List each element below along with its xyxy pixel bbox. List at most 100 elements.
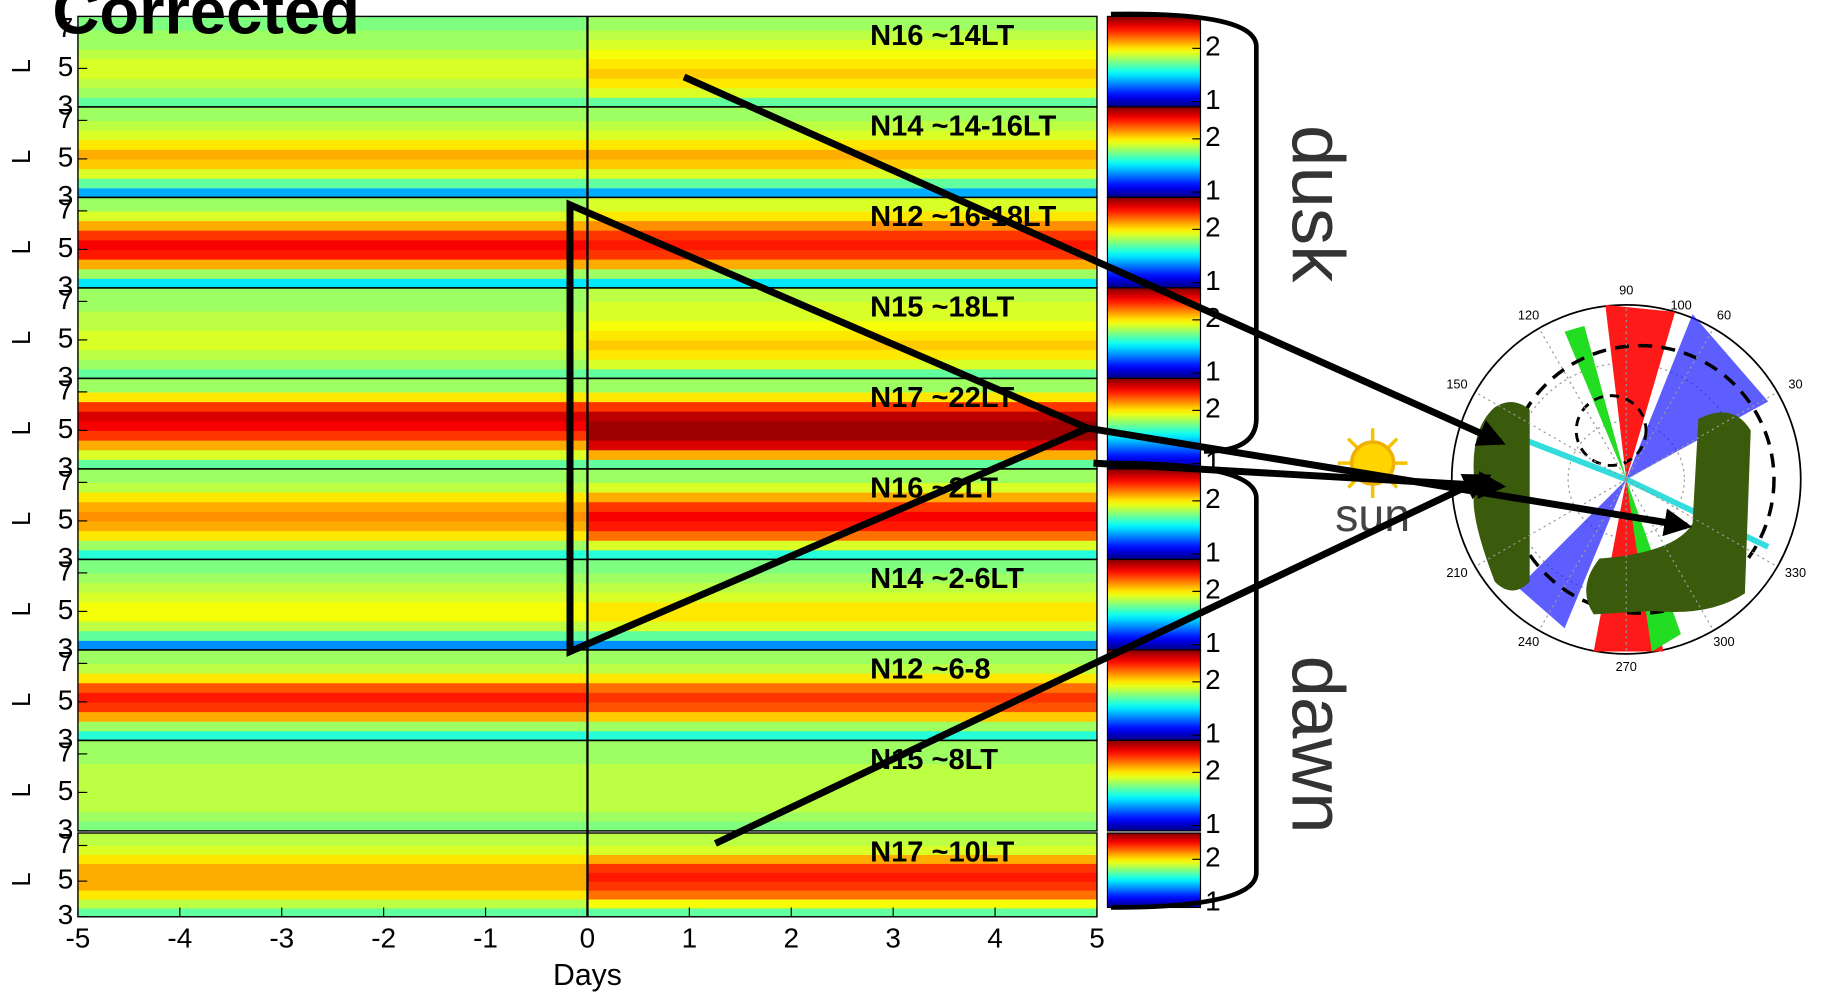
heat-cell [77, 802, 588, 813]
heat-cell [77, 773, 588, 784]
heat-cell [77, 559, 588, 574]
heat-cell [77, 106, 588, 121]
y-tick-label: 7 [58, 103, 74, 134]
heat-cell [587, 881, 1097, 891]
heat-cell [77, 68, 588, 79]
colorbar [1106, 468, 1202, 561]
heat-cell [77, 540, 588, 551]
heat-cell [77, 907, 588, 918]
heat-cell [77, 863, 588, 873]
heat-cell [77, 701, 588, 713]
heat-cell [587, 520, 1097, 532]
heat-cell [587, 833, 1097, 847]
heat-cell [587, 592, 1097, 603]
y-tick-label: 5 [58, 594, 74, 625]
heat-cell [587, 792, 1097, 803]
heat-cell [587, 721, 1097, 732]
polar-plot: 30 60 90 120 150 210 240 270 300 330 100 [1446, 282, 1806, 674]
polar-angle-label: 210 [1446, 565, 1467, 580]
heat-cell [587, 87, 1097, 98]
colorbar-tick-label: 2 [1205, 212, 1221, 243]
heat-cell [77, 16, 588, 31]
polar-spoke [1625, 391, 1778, 480]
y-tick-label: 5 [58, 51, 74, 82]
heat-cell [587, 368, 1097, 379]
polar-spoke [1474, 478, 1627, 568]
colorbar-tick-label: 1 [1205, 84, 1221, 115]
heat-cell [587, 330, 1097, 341]
heat-cell [77, 178, 588, 189]
heat-cell [77, 881, 588, 891]
heat-cell [587, 249, 1097, 260]
y-tick-label: 3 [58, 723, 74, 754]
colorbar-tick-label: 2 [1205, 121, 1221, 152]
heat-cell [77, 311, 588, 322]
colorbar [1106, 15, 1202, 108]
y-tick-label: 5 [58, 322, 74, 353]
heat-cell [587, 701, 1097, 713]
heat-cell [77, 49, 588, 60]
heat-cell [587, 753, 1097, 765]
x-tick-label: 1 [682, 922, 698, 953]
dusk-label: dusk [1276, 125, 1359, 283]
heat-cell [587, 821, 1097, 832]
heat-cell [587, 501, 1097, 512]
polar-angle-label: 120 [1518, 308, 1539, 323]
x-axis-label: Days [553, 959, 622, 992]
y-axis-label: L [8, 240, 36, 254]
heat-cell [587, 130, 1097, 141]
panel-label: N12 ~6-8 [870, 654, 990, 686]
heat-cell [587, 459, 1097, 470]
colorbar-tick-label: 2 [1205, 483, 1221, 514]
dawn-label: dawn [1276, 656, 1359, 834]
heat-cell [77, 139, 588, 150]
heat-cell [77, 890, 588, 900]
heat-cell [587, 349, 1097, 360]
heat-cell [587, 268, 1097, 279]
heatmaps [77, 16, 1097, 918]
heat-cell [77, 430, 588, 441]
polar-r-label: 100 [1670, 297, 1691, 312]
y-axis-label: L [8, 421, 36, 435]
heat-cell [77, 378, 588, 393]
heat-cell [77, 391, 588, 403]
y-tick-label: 3 [58, 270, 74, 301]
heat-cell [587, 411, 1097, 422]
y-tick-label: 5 [58, 141, 74, 172]
heat-cell [587, 730, 1097, 742]
heat-cell [587, 78, 1097, 89]
x-tick-label: 4 [987, 922, 1003, 953]
heat-cell [587, 773, 1097, 784]
heat-cell [77, 330, 588, 341]
x-tick-label: 2 [783, 922, 799, 953]
y-tick-label: 7 [58, 374, 74, 405]
heat-cell [587, 378, 1097, 393]
heat-cell [587, 854, 1097, 864]
heat-cell [77, 349, 588, 360]
heat-cell [587, 492, 1097, 503]
heat-cell [77, 611, 588, 622]
heat-cell [587, 430, 1097, 441]
heat-cell [77, 601, 588, 612]
heat-cell [77, 339, 588, 351]
polar-spoke [1538, 327, 1627, 480]
x-tick-label: -2 [371, 922, 396, 953]
y-axis-label: L [8, 602, 36, 616]
heat-cell [587, 278, 1097, 289]
heat-cell [77, 792, 588, 803]
heat-cell [587, 68, 1097, 79]
heat-cell [77, 239, 588, 250]
heat-cell [77, 268, 588, 279]
heat-cell [587, 863, 1097, 873]
heat-cell [587, 611, 1097, 622]
y-tick-label: 7 [58, 828, 74, 859]
heat-cell [77, 459, 588, 470]
colorbar-tick-label: 1 [1205, 536, 1221, 567]
heat-cell [587, 468, 1097, 483]
heat-cell [587, 168, 1097, 179]
heat-cell [77, 39, 588, 50]
heat-cell [77, 230, 588, 241]
heat-cell [77, 259, 588, 270]
y-tick-label: 7 [58, 465, 74, 496]
